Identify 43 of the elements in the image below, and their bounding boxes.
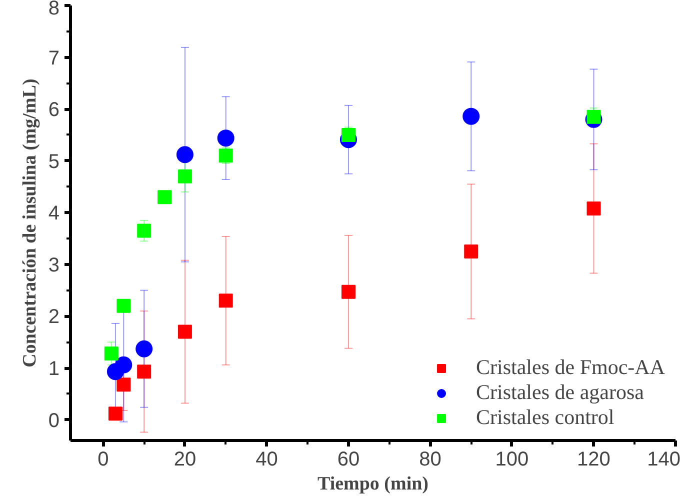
x-tick-label: 80 [419, 448, 442, 470]
y-tick-label: 0 [48, 410, 60, 432]
point [586, 110, 601, 124]
x-tick-label: 100 [495, 448, 529, 470]
y-tick-label: 2 [48, 306, 60, 328]
point [116, 378, 131, 392]
x-axis-title: Tiempo (min) [317, 474, 429, 494]
y-tick-label: 7 [48, 47, 60, 70]
x-tick-label: 20 [174, 448, 196, 470]
point [341, 284, 356, 299]
point [137, 364, 152, 379]
point [115, 356, 132, 374]
point [586, 202, 601, 216]
y-tick-label: 4 [48, 202, 60, 225]
point [462, 108, 480, 125]
point [341, 128, 356, 142]
y-tick-label: 8 [48, 0, 60, 20]
x-tick-label: 120 [577, 448, 610, 470]
x-tick-label: 40 [256, 448, 278, 470]
y-axis-title: Concentración de insulina (mg/mL) [19, 78, 40, 368]
point [218, 148, 233, 163]
legend-label: Cristales de Fmoc-AA [476, 355, 665, 380]
point [217, 130, 234, 147]
point [178, 324, 192, 339]
x-tick-label: 60 [337, 448, 360, 470]
legend-label: Cristales control [476, 405, 614, 430]
y-tick-label: 1 [48, 358, 60, 380]
y-tick-label: 5 [48, 150, 60, 173]
point [104, 346, 118, 360]
point [464, 244, 478, 258]
x-tick-label: 0 [98, 448, 109, 470]
y-tick-label: 6 [48, 99, 60, 122]
point [116, 298, 131, 313]
y-tick-label: 3 [48, 254, 60, 276]
point [136, 340, 153, 358]
point [137, 224, 152, 238]
x-tick-label: 140 [647, 448, 681, 470]
point [108, 406, 122, 421]
point [218, 294, 233, 308]
legend-label: Cristales de agarosa [476, 380, 644, 405]
point [176, 146, 194, 164]
point [178, 169, 192, 184]
point [158, 190, 172, 204]
